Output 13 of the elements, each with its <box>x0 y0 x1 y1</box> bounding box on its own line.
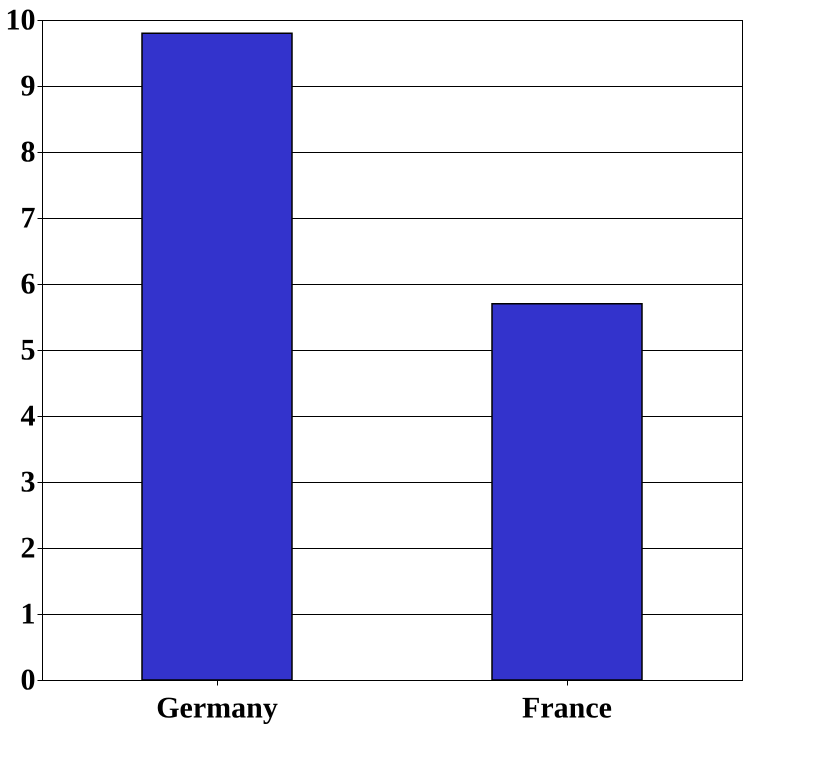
y-tick-label: 3 <box>20 466 36 498</box>
y-tick-label: 8 <box>20 136 36 168</box>
x-tick-label: Germany <box>156 692 278 724</box>
y-tick-label: 6 <box>20 268 36 300</box>
y-tick-label: 7 <box>20 202 36 234</box>
y-tick-label: 1 <box>20 598 36 630</box>
y-tick-label: 0 <box>20 664 36 696</box>
x-tick-label: France <box>522 692 612 724</box>
y-tick-label: 2 <box>20 532 36 564</box>
y-tick-label: 10 <box>6 4 36 36</box>
y-tick-label: 5 <box>20 334 36 366</box>
y-tick-label: 4 <box>20 400 36 432</box>
y-tick-label: 9 <box>20 70 36 102</box>
